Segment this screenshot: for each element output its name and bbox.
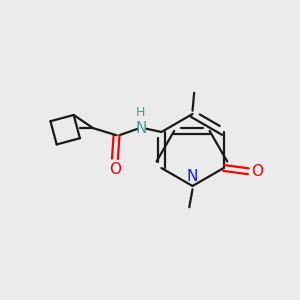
Text: N: N [187, 169, 198, 184]
Text: O: O [251, 164, 263, 179]
Text: N: N [135, 121, 147, 136]
Text: H: H [136, 106, 145, 119]
Text: O: O [109, 162, 121, 177]
